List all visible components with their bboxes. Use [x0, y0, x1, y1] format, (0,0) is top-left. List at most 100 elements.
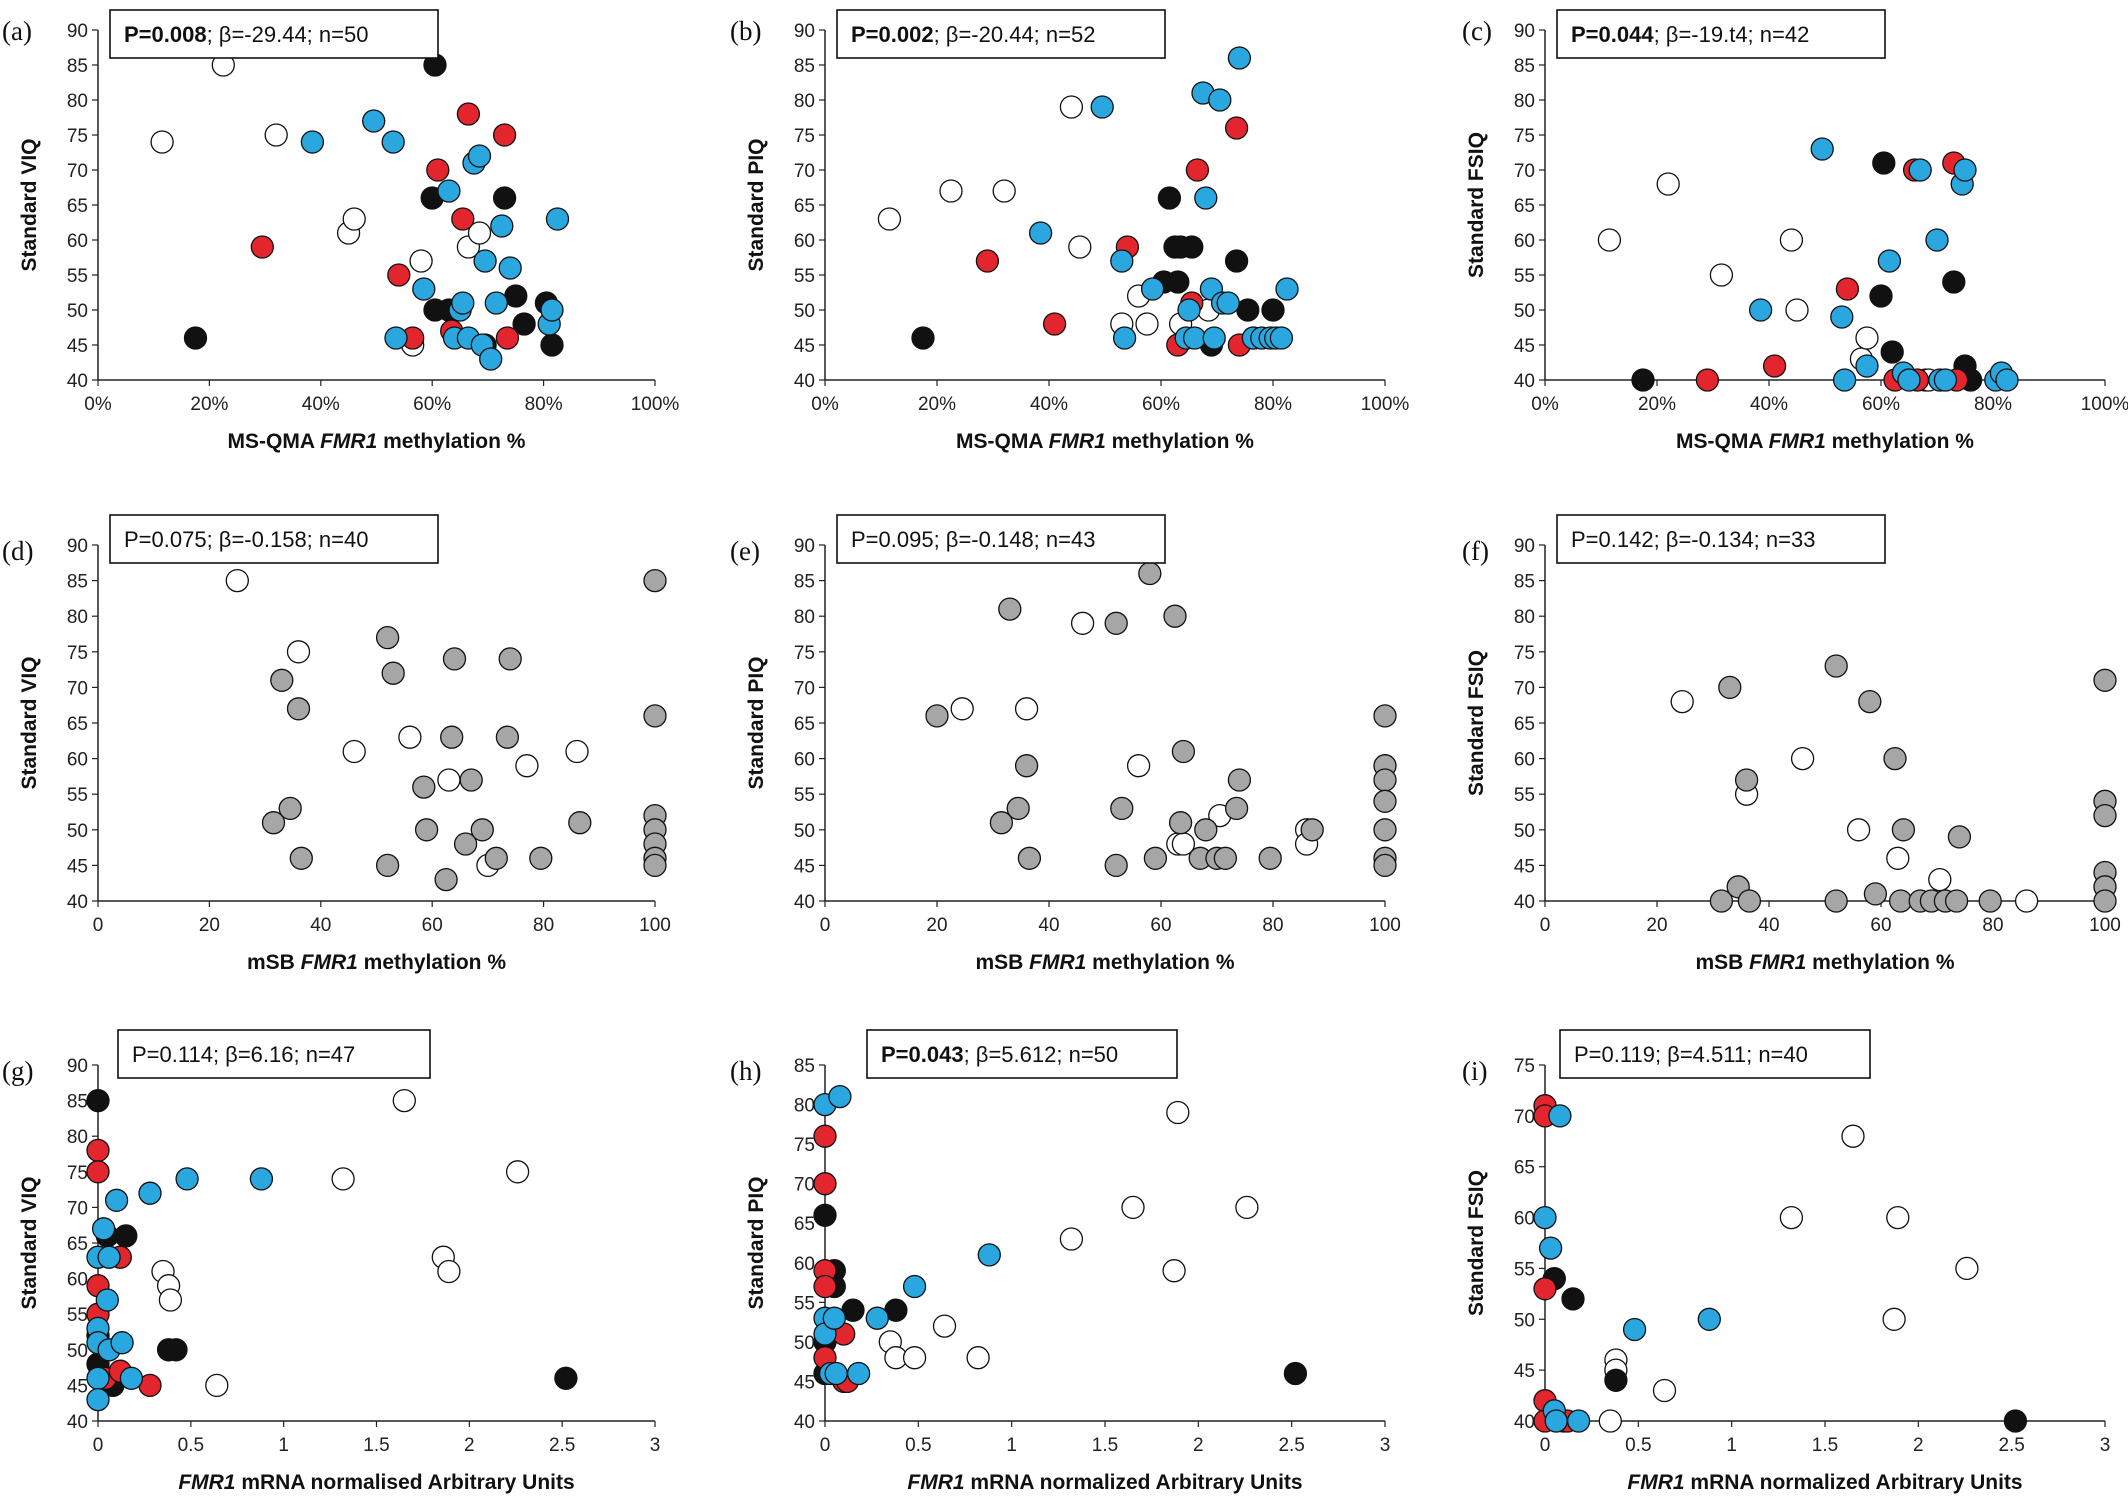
data-point-black [1261, 298, 1285, 322]
y-tick-label: 65 [1514, 714, 1535, 735]
stat-box [1559, 1029, 1871, 1079]
data-point-black [2003, 1409, 2028, 1433]
data-point-gray [1944, 889, 1969, 913]
data-point-blue [86, 1387, 110, 1412]
x-tick-label: 0 [820, 915, 831, 936]
x-tick-label: 100 [2089, 915, 2121, 936]
panel-label: (c) [1462, 16, 1492, 46]
data-point-white [1656, 172, 1680, 196]
y-tick-label: 60 [67, 231, 88, 252]
data-point-red [86, 1160, 110, 1184]
x-axis-label: mSB FMR1 methylation % [1695, 951, 1954, 974]
x-axis-label-part: mSB [247, 951, 301, 974]
y-tick-label: 55 [67, 1305, 88, 1326]
x-tick-label: 100 [639, 915, 671, 936]
data-point-blue [1855, 354, 1879, 378]
x-tick-label: 80 [1262, 915, 1283, 936]
stat-text: P=0.075; β=-0.158; n=40 [124, 527, 368, 552]
data-point-gray [442, 647, 467, 671]
stat-box [117, 1029, 431, 1079]
x-tick-label: 0.5 [178, 1435, 204, 1456]
y-tick-label: 85 [1514, 56, 1535, 77]
data-point-red [451, 207, 475, 231]
data-point-white [1886, 1205, 1910, 1230]
data-point-gray [1883, 746, 1907, 771]
data-point-white [565, 739, 589, 764]
y-tick-label: 70 [67, 1198, 88, 1219]
beta-n: ; β=-29.44; n=50 [207, 22, 369, 47]
y-tick-label: 55 [1514, 1259, 1535, 1280]
data-point-gray [470, 818, 494, 842]
data-point-red [1762, 354, 1787, 378]
data-point-white [1070, 611, 1095, 635]
data-point-white [2014, 889, 2039, 913]
data-point-red [813, 1274, 837, 1299]
panel-label: (h) [730, 1056, 761, 1086]
data-point-blue [1182, 326, 1207, 350]
data-point-blue [1832, 368, 1857, 392]
data-point-red [495, 326, 520, 350]
data-point-gray [529, 846, 553, 870]
data-point-blue [828, 1084, 852, 1109]
y-tick-label: 50 [794, 301, 815, 322]
panel-c: 40 45 50 55 60 65 70 75 80 85 90 0% 20% 40% 60% 80% 100%… [1462, 9, 2128, 453]
x-tick-label: 1.5 [1092, 1435, 1118, 1456]
x-tick-label: 2 [1913, 1435, 1924, 1456]
x-axis-label: MS-QMA FMR1 methylation % [228, 430, 526, 453]
data-point-red [426, 158, 450, 182]
data-point-white [932, 1314, 957, 1338]
x-tick-label: 2.5 [1998, 1435, 2024, 1456]
data-point-white [342, 739, 366, 764]
data-point-gray [459, 768, 483, 792]
data-point-gray [1138, 561, 1162, 586]
data-point-blue [95, 1288, 119, 1312]
y-tick-label: 45 [1514, 856, 1535, 877]
data-point-gray [1373, 853, 1397, 878]
stat-box [1556, 514, 1886, 564]
data-point-gray [1373, 768, 1397, 792]
data-point-black [164, 1338, 188, 1362]
y-tick-label: 70 [67, 161, 88, 182]
panel-h: 40 45 50 55 60 65 70 75 80 85 0 0.5 1 1.5 2 2.5 3 FMR1 mR… [730, 1029, 1390, 1494]
x-axis-label: FMR1 mRNA normalised Arbitrary Units [178, 1471, 574, 1494]
x-axis-label-part: MS-QMA [228, 430, 321, 453]
x-tick-label: 1 [1006, 1435, 1017, 1456]
data-point-white [1882, 1307, 1906, 1331]
x-axis-label-part: mRNA normalised Arbitrary Units [235, 1471, 574, 1494]
data-point-gray [498, 647, 522, 671]
y-tick-label: 45 [1514, 1361, 1535, 1382]
p-value: P=0.008 [124, 22, 207, 47]
data-point-white [1068, 235, 1092, 259]
data-point-black [1157, 186, 1182, 210]
y-tick-label: 55 [67, 785, 88, 806]
data-point-gray [453, 832, 478, 856]
y-tick-label: 45 [794, 336, 815, 357]
data-point-white [992, 179, 1016, 203]
data-point-gray [1858, 689, 1882, 714]
data-point-gray [289, 846, 313, 870]
y-tick-label: 40 [1514, 892, 1535, 913]
data-point-gray [643, 704, 667, 728]
x-axis-label: mSB FMR1 methylation % [247, 951, 506, 974]
data-point-gray [286, 697, 311, 721]
x-tick-label: 1 [278, 1435, 289, 1456]
data-point-blue [138, 1181, 162, 1205]
data-point-gray [278, 796, 302, 821]
data-point-blue [1830, 305, 1854, 329]
data-point-white [1709, 263, 1734, 287]
data-point-gray [1017, 846, 1042, 870]
stat-text: P=0.095; β=-0.148; n=43 [851, 527, 1095, 552]
x-axis-label-part: FMR1 [907, 1471, 964, 1494]
y-axis-label: Standard VIQ [18, 138, 41, 271]
y-tick-label: 50 [1514, 821, 1535, 842]
data-point-white [1855, 326, 1879, 350]
data-point-white [1886, 846, 1910, 870]
x-axis-label-part: methylation % [1826, 430, 1975, 453]
data-point-gray [484, 846, 508, 870]
x-axis-label: MS-QMA FMR1 methylation % [956, 430, 1254, 453]
data-point-gray [643, 853, 667, 878]
y-tick-label: 45 [794, 1372, 815, 1393]
x-tick-label: 80 [1982, 915, 2003, 936]
data-point-blue [1908, 158, 1932, 182]
y-tick-label: 40 [67, 371, 88, 392]
